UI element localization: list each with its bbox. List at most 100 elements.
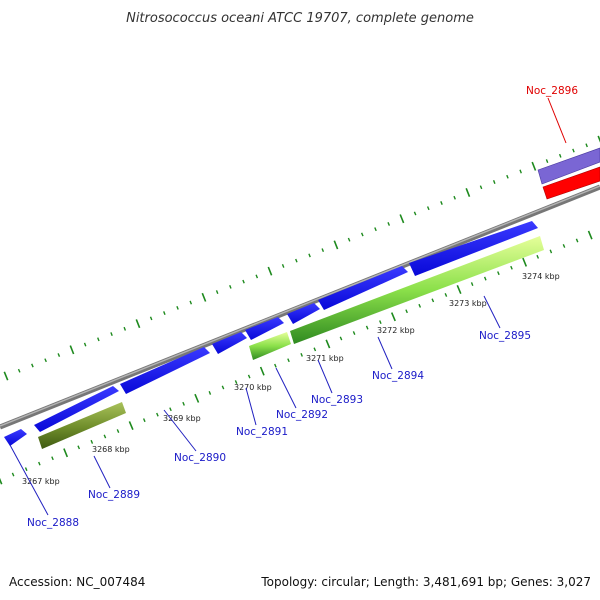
inner-tick-mark [587, 230, 593, 240]
outer-tick-mark [506, 174, 509, 179]
gene-label-noc-2893[interactable]: Noc_2893 [311, 394, 363, 406]
genome-summary-text: Topology: circular; Length: 3,481,691 bp… [260, 575, 591, 589]
outer-tick-mark [123, 326, 127, 331]
forward-strand-genes [4, 221, 538, 446]
inner-tick-mark [497, 271, 500, 276]
tick-label: 3274 kbp [522, 272, 560, 281]
inner-tick-mark [116, 429, 120, 433]
leader-noc-2888 [9, 444, 49, 516]
noc-2896-region [537, 147, 600, 200]
inner-tick-mark [142, 418, 146, 423]
inner-tick-mark [300, 352, 303, 357]
gene-label-noc-2888[interactable]: Noc_2888 [27, 517, 79, 529]
inner-tick-mark [325, 339, 331, 349]
outer-tick-mark [163, 311, 166, 316]
accession-text: Accession: NC_007484 [9, 575, 145, 589]
gene-label-noc-2894[interactable]: Noc_2894 [372, 370, 424, 382]
inner-tick-mark [562, 244, 566, 248]
gene-arrow-noc-2889[interactable] [34, 386, 119, 432]
gene-arrow-noc-2891[interactable] [212, 332, 247, 354]
outer-tick-mark [413, 211, 417, 216]
tick-label: 3268 kbp [92, 445, 130, 454]
inner-tick-mark [169, 407, 172, 412]
inner-tick-mark [194, 393, 200, 403]
inner-tick-mark [575, 238, 579, 243]
inner-tick-mark [444, 293, 448, 297]
tick-label: 3271 kbp [306, 354, 344, 363]
outer-tick-mark [440, 201, 443, 205]
gene-arrow-noc-2895[interactable] [409, 221, 538, 276]
gene-arrow-noc-2894[interactable] [318, 266, 408, 310]
outer-tick-mark [69, 345, 75, 355]
outer-tick-mark [558, 153, 562, 158]
feature-bar-olive[interactable] [38, 402, 126, 449]
inner-tick-mark [379, 320, 382, 325]
map-title: Nitrosococcus oceani ATCC 19707, complet… [126, 11, 474, 26]
gene-label-noc-2896[interactable]: Noc_2896 [526, 85, 578, 97]
gene-arrow-noc-2890[interactable] [120, 347, 210, 394]
feature-bar-purple[interactable] [537, 147, 600, 185]
inner-tick-mark [418, 303, 422, 308]
outer-tick-mark [229, 284, 232, 289]
tick-label: 3273 kbp [449, 299, 487, 308]
outer-tick-mark [572, 148, 575, 153]
outer-tick-mark [347, 237, 351, 242]
outer-tick-mark [189, 300, 193, 305]
outer-tick-mark [281, 263, 285, 268]
tick-label: 3270 kbp [234, 383, 272, 392]
outer-tick-mark [308, 253, 311, 258]
leader-noc-2890 [163, 409, 197, 452]
outer-tick-mark [387, 222, 391, 226]
outer-tick-mark [545, 159, 549, 163]
inner-tick-mark [339, 336, 343, 341]
gene-label-noc-2891[interactable]: Noc_2891 [236, 426, 288, 438]
outer-tick-mark [97, 337, 100, 342]
gene-label-noc-2889[interactable]: Noc_2889 [88, 489, 140, 501]
outer-tick-mark [531, 161, 537, 171]
inner-tick-mark [11, 472, 15, 477]
inner-tick-mark [390, 312, 396, 322]
gene-arrow-noc-2888[interactable] [4, 429, 27, 446]
gene-labels: Noc_2888 Noc_2889 Noc_2890 Noc_2891 Noc_… [27, 85, 578, 529]
inner-tick-mark [352, 331, 356, 335]
outer-tick-mark [176, 305, 179, 310]
tick-label: 3269 kbp [163, 414, 201, 423]
inner-tick-mark [522, 257, 528, 267]
inner-tick-mark [549, 249, 553, 254]
scale-labels: 3267 kbp 3268 kbp 3269 kbp 3270 kbp 3271… [22, 272, 560, 486]
gene-label-noc-2890[interactable]: Noc_2890 [174, 452, 226, 464]
outer-tick-mark [465, 188, 471, 197]
inner-tick-mark [470, 282, 474, 286]
inner-tick-mark [63, 448, 69, 458]
inner-tick-mark [456, 284, 462, 295]
feature-bar-red[interactable] [542, 166, 600, 200]
gene-arrow-noc-2893[interactable] [287, 303, 320, 324]
inner-tick-mark [483, 276, 487, 281]
gene-label-noc-2892[interactable]: Noc_2892 [276, 409, 328, 421]
inner-tick-mark [405, 309, 408, 314]
gene-arrow-noc-2892[interactable] [245, 317, 284, 340]
outer-tick-ring [3, 135, 600, 381]
outer-tick-mark [201, 292, 207, 302]
tick-label: 3267 kbp [22, 477, 60, 486]
outer-tick-mark [242, 279, 245, 284]
gene-label-noc-2895[interactable]: Noc_2895 [479, 330, 531, 342]
inner-tick-mark [77, 445, 81, 450]
outer-tick-mark [57, 353, 61, 357]
outer-tick-mark [149, 316, 153, 321]
outer-tick-mark [333, 240, 339, 250]
inner-tick-mark [259, 366, 265, 376]
feature-bar-lime-2[interactable] [290, 236, 544, 344]
outer-tick-mark [110, 332, 113, 336]
leader-noc-2889 [93, 455, 111, 489]
inner-tick-mark [24, 467, 28, 472]
outer-tick-mark [31, 363, 34, 368]
inner-tick-mark [182, 401, 185, 406]
feature-bar-lime-1[interactable] [249, 332, 291, 360]
outer-tick-mark [585, 143, 588, 148]
leader-noc-2893 [317, 359, 333, 394]
outer-tick-mark [215, 290, 219, 295]
outer-tick-mark [44, 358, 47, 363]
inner-tick-mark [128, 421, 134, 431]
